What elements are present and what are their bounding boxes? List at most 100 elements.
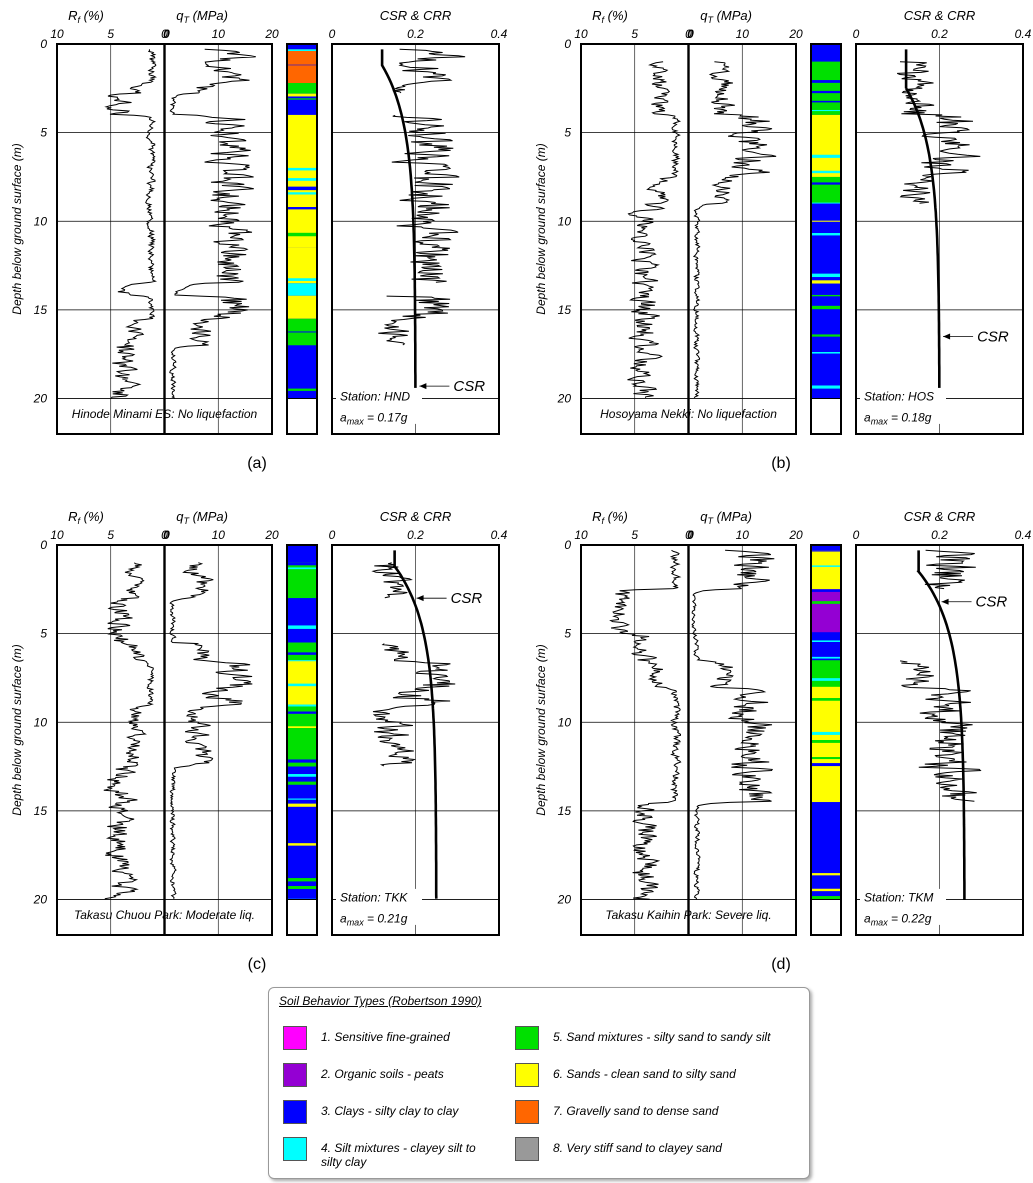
- title-sub: T: [707, 15, 714, 25]
- legend-item: 1. Sensitive fine-grained: [283, 1026, 513, 1050]
- soil-stripe: [287, 878, 317, 882]
- rf-tick-label: 10: [574, 27, 588, 41]
- qt-trace: [169, 562, 253, 900]
- title-main: q: [176, 509, 184, 524]
- legend-label: 2. Organic soils - peats: [321, 1067, 444, 1081]
- soil-stripe: [287, 759, 317, 763]
- rf-tick-label: 5: [631, 27, 638, 41]
- soil-stripe: [287, 886, 317, 889]
- zero-tick-label: 0: [163, 528, 170, 542]
- rf-axis-title: Rf (%): [592, 8, 628, 25]
- title-sub: f: [78, 516, 82, 526]
- soil-stripe: [287, 660, 317, 662]
- depth-tick-label: 5: [564, 126, 571, 140]
- soil-stripe: [287, 49, 317, 52]
- soil-stripe: [287, 781, 317, 785]
- panel-label: (a): [247, 455, 267, 472]
- depth-tick-label: 20: [557, 392, 572, 406]
- soil-stripe: [287, 278, 317, 281]
- soil-stripe: [811, 632, 841, 635]
- title-main: R: [592, 8, 601, 23]
- rf-tick-label: 0: [161, 528, 168, 542]
- cpt-panel: 0 5 10 15 20 Depth below ground surface (m) Rf…: [534, 8, 1032, 472]
- rf-trace: [104, 49, 157, 399]
- csr-tick-label: 0: [329, 528, 336, 542]
- qt-axis-title: qT (MPa): [700, 509, 752, 526]
- zero-tick-label: 0: [163, 27, 170, 41]
- legend-item: 5. Sand mixtures - silty sand to sandy s…: [515, 1026, 805, 1050]
- soil-layer: [811, 114, 841, 177]
- title-main: q: [700, 509, 708, 524]
- soil-layer: [287, 642, 317, 661]
- depth-tick-label: 15: [34, 303, 48, 317]
- legend-title: Soil Behavior Types (Robertson 1990): [279, 994, 482, 1008]
- depth-tick-label: 0: [564, 37, 571, 51]
- qt-tick-label: 20: [788, 27, 803, 41]
- panel-label: (b): [771, 455, 791, 472]
- qt-axis-title: qT (MPa): [176, 8, 228, 25]
- soil-stripe: [811, 647, 841, 649]
- title-rest: (%): [80, 8, 104, 23]
- soil-layer: [811, 686, 841, 740]
- amax-note: amax = 0.22g: [864, 912, 932, 928]
- qt-tick-label: 20: [264, 528, 279, 542]
- csr-tick-label: 0.4: [491, 528, 508, 542]
- legend-item: 8. Very stiff sand to clayey sand: [515, 1137, 805, 1161]
- soil-stripe: [287, 225, 317, 228]
- station-bg: [336, 888, 422, 925]
- legend-item: 7. Gravelly sand to dense sand: [515, 1100, 805, 1124]
- soil-layer: [287, 49, 317, 66]
- soil-stripe: [811, 220, 841, 222]
- soil-layer: [287, 766, 317, 900]
- title-sub: T: [183, 15, 190, 25]
- soil-layer: [287, 660, 317, 705]
- station-note: Station: HOS: [864, 389, 934, 403]
- crr-trace: [924, 549, 976, 590]
- soil-stripe: [811, 565, 841, 567]
- legend-label: 1. Sensitive fine-grained: [321, 1030, 450, 1044]
- soil-layer: [287, 114, 317, 248]
- csr-tick-label: 0.2: [407, 528, 424, 542]
- qt-tick-label: 10: [212, 528, 226, 542]
- legend-label: 8. Very stiff sand to clayey sand: [553, 1141, 722, 1155]
- qt-trace: [691, 549, 775, 900]
- station-bg: [336, 387, 422, 424]
- panel-label: (d): [771, 956, 791, 973]
- depth-tick-label: 5: [40, 627, 47, 641]
- soil-frame: [810, 43, 842, 435]
- soil-stripe: [287, 207, 317, 210]
- crr-trace: [371, 562, 413, 599]
- soil-stripe: [811, 280, 841, 284]
- soil-stripe: [811, 90, 841, 94]
- soil-stripe: [811, 757, 841, 760]
- soil-layer: [287, 83, 317, 94]
- amax-val: = 0.21g: [364, 912, 408, 926]
- cpt-panel: 0 5 10 15 20 Depth below ground surface (m) Rf…: [10, 509, 508, 973]
- amax-sub: max: [347, 918, 365, 928]
- soil-stripe: [287, 93, 317, 97]
- rf-trace: [609, 549, 682, 900]
- panel-label: (c): [248, 956, 267, 973]
- soil-column-below: [287, 899, 317, 935]
- soil-stripe: [287, 247, 317, 250]
- soil-stripe: [811, 585, 841, 588]
- soil-stripe: [811, 233, 841, 236]
- amax-val: = 0.18g: [888, 411, 932, 425]
- csr-tick-label: 0.2: [931, 27, 948, 41]
- csr-curve: [392, 550, 438, 899]
- legend-item: 3. Clays - silty clay to clay: [283, 1100, 513, 1124]
- legend-swatch: [283, 1063, 307, 1087]
- soil-stripe: [287, 575, 317, 579]
- soil-stripe: [287, 567, 317, 570]
- soil-layer: [287, 283, 317, 296]
- depth-tick-label: 15: [34, 804, 48, 818]
- crr-trace: [900, 660, 982, 802]
- rf-tick-label: 0: [685, 528, 692, 542]
- crr-trace: [392, 48, 466, 94]
- soil-stripe: [811, 273, 841, 278]
- soil-frame: [286, 43, 318, 435]
- rf-trace: [103, 562, 155, 900]
- csr-frame: [331, 544, 500, 936]
- qt-tick-label: 10: [212, 27, 226, 41]
- soil-stripe: [811, 325, 841, 329]
